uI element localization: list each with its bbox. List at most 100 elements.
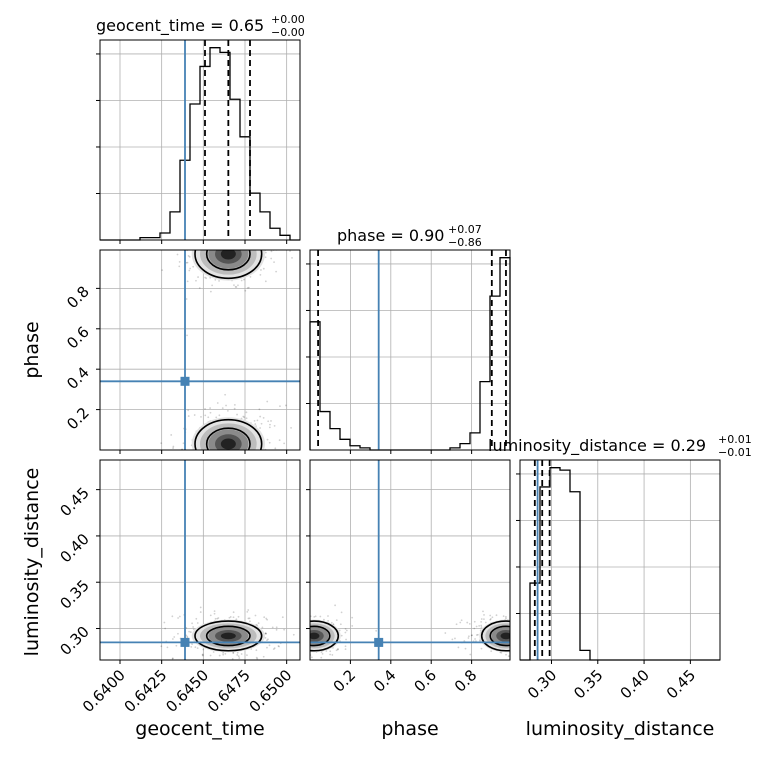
sample-point xyxy=(320,656,323,659)
frame-phase-luminosity_distance xyxy=(309,459,511,661)
contour-outer-0 xyxy=(194,250,263,280)
sample-point xyxy=(329,653,331,656)
sample-point xyxy=(283,628,286,631)
sample-point xyxy=(231,461,233,463)
sample-point xyxy=(490,650,493,653)
sample-point xyxy=(178,615,181,618)
sample-point xyxy=(269,634,271,636)
sample-point xyxy=(307,624,309,626)
sample-point xyxy=(264,632,267,635)
sample-point xyxy=(304,625,306,627)
sample-point xyxy=(185,261,188,264)
sample-point xyxy=(475,634,478,636)
truth-marker-geocent_time-phase xyxy=(180,376,190,386)
sample-point xyxy=(187,415,190,417)
sample-point xyxy=(326,662,328,664)
sample-point xyxy=(511,642,513,644)
sample-point xyxy=(290,655,292,657)
sample-point xyxy=(201,654,204,656)
sample-point xyxy=(235,244,237,246)
sample-point xyxy=(237,615,240,618)
sample-point xyxy=(256,226,258,228)
sample-point xyxy=(231,658,234,660)
sample-point xyxy=(226,409,229,412)
sample-point xyxy=(261,626,264,629)
sample-point xyxy=(245,417,248,420)
sample-point xyxy=(451,638,454,641)
sample-point xyxy=(264,256,267,259)
sample-point xyxy=(294,647,296,649)
sample-point xyxy=(215,463,217,465)
sample-point xyxy=(284,404,287,407)
sample-point xyxy=(530,640,532,642)
sample-point xyxy=(200,474,202,476)
hist-panel-luminosity_distance xyxy=(516,459,721,664)
sample-point xyxy=(226,227,228,229)
sample-point xyxy=(252,499,254,501)
sample-point xyxy=(345,629,348,632)
sample-point xyxy=(255,649,258,652)
sample-point xyxy=(229,452,231,454)
sample-point xyxy=(531,649,533,651)
sample-point xyxy=(236,236,238,238)
sample-point xyxy=(287,631,289,633)
sample-point xyxy=(257,244,259,246)
sample-point xyxy=(335,649,338,652)
sample-point xyxy=(217,476,219,478)
sample-point xyxy=(270,257,273,260)
sample-point xyxy=(275,270,278,273)
sample-point xyxy=(234,286,237,288)
sample-point xyxy=(464,647,467,650)
sample-point xyxy=(480,620,483,623)
sample-point xyxy=(182,442,185,445)
sample-point xyxy=(505,653,507,656)
sample-point xyxy=(308,659,310,661)
panel-geocent_time-vs-phase xyxy=(96,218,301,501)
sample-point xyxy=(511,635,513,637)
sample-point xyxy=(222,651,224,654)
sample-point xyxy=(205,462,207,464)
sample-point xyxy=(344,627,347,630)
title-luminosity-distance-plus: +0.01 xyxy=(718,433,752,446)
sample-point xyxy=(255,656,258,659)
sample-point xyxy=(239,218,241,220)
sample-point xyxy=(206,458,208,460)
sample-point xyxy=(187,409,190,412)
sample-point xyxy=(216,402,219,404)
sample-point xyxy=(308,634,310,636)
sample-point xyxy=(518,654,520,656)
sample-point xyxy=(513,657,515,659)
sample-point xyxy=(444,632,447,634)
sample-point xyxy=(212,456,214,458)
sample-point xyxy=(292,622,294,624)
sample-point xyxy=(308,621,310,623)
sample-point xyxy=(160,442,163,445)
sample-point xyxy=(260,473,262,475)
sample-point xyxy=(269,423,271,426)
sample-point xyxy=(212,238,214,240)
sample-point xyxy=(307,637,309,639)
sample-point xyxy=(186,334,188,337)
sample-point xyxy=(524,628,526,630)
sample-point xyxy=(172,447,174,449)
sample-point xyxy=(198,287,201,289)
sample-point xyxy=(241,227,243,229)
sample-point xyxy=(267,467,269,469)
sample-point xyxy=(320,651,323,654)
title-geocent-time-minus: −0.00 xyxy=(271,26,305,39)
sample-point xyxy=(227,463,229,465)
sample-point xyxy=(218,414,221,417)
sample-point xyxy=(230,452,232,454)
sample-point xyxy=(495,614,498,617)
xtick-label-luminosity_distance: 0.45 xyxy=(663,666,699,702)
sample-point xyxy=(511,619,513,621)
sample-point xyxy=(237,284,239,287)
sample-point xyxy=(539,627,541,629)
sample-point xyxy=(214,246,216,248)
sample-point xyxy=(245,223,247,225)
sample-point xyxy=(245,411,248,414)
sample-point xyxy=(473,627,476,630)
sample-point xyxy=(232,611,235,614)
sample-point xyxy=(297,651,299,653)
sample-point xyxy=(208,228,210,230)
